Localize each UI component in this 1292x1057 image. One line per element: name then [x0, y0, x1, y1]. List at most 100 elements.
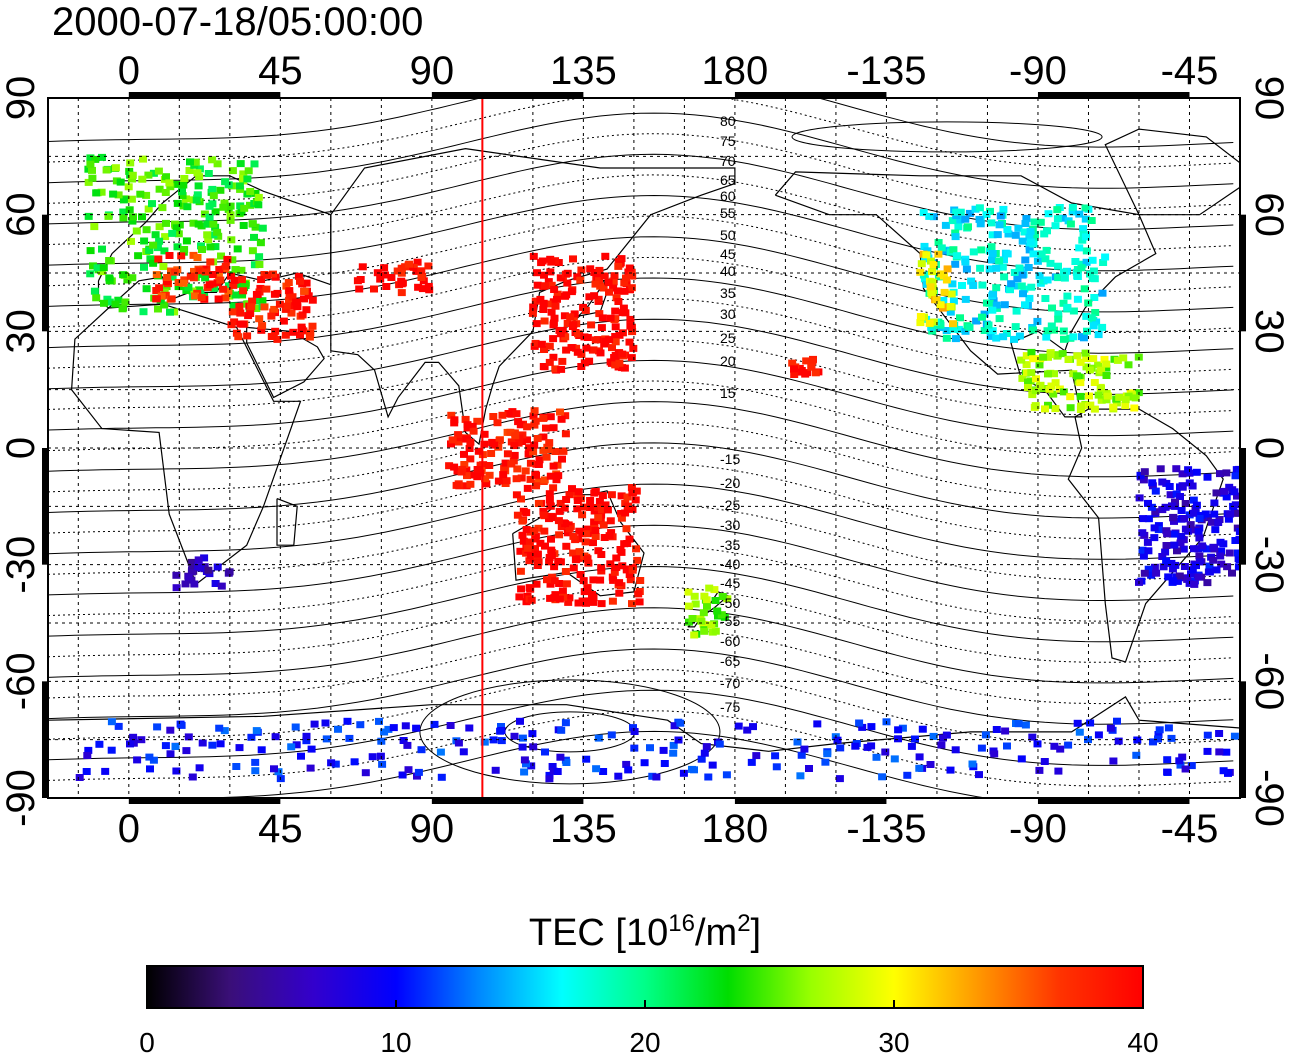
tec-cell: [574, 488, 583, 496]
tec-cell: [205, 202, 214, 210]
tec-cell: [583, 334, 592, 341]
tec-cell: [208, 185, 217, 193]
tec-cell: [533, 281, 542, 289]
tec-cell: [622, 566, 631, 574]
tec-cell: [136, 190, 145, 198]
tec-cell: [296, 331, 304, 339]
tec-cell: [258, 322, 267, 330]
tec-cell: [152, 287, 161, 294]
tec-cell: [1077, 264, 1086, 272]
tec-cell: [702, 743, 711, 751]
tec-cell: [718, 593, 727, 600]
coastline: [276, 498, 298, 546]
contour-label: -25: [720, 497, 740, 513]
tec-cell: [1216, 552, 1225, 560]
tec-cell: [1233, 492, 1240, 500]
tec-cell: [271, 733, 280, 741]
tec-cell: [413, 258, 422, 266]
tec-cell: [194, 563, 203, 571]
tec-cell: [591, 280, 600, 288]
tec-cell: [646, 744, 654, 752]
tec-cell: [520, 768, 529, 776]
tec-cell: [610, 568, 619, 576]
tec-cell: [1032, 375, 1040, 383]
tec-cell: [1234, 509, 1240, 517]
tec-cell: [1154, 731, 1163, 738]
tec-cell: [1164, 573, 1173, 581]
tec-cell: [995, 221, 1004, 229]
tec-cell: [446, 722, 455, 729]
tec-cell: [1022, 214, 1031, 222]
colorbar-tick-label: 30: [878, 1027, 909, 1057]
tec-cell: [1102, 360, 1111, 368]
tec-cell: [1041, 405, 1049, 413]
tec-cell: [951, 260, 960, 268]
tec-cell: [485, 471, 494, 479]
tec-cell: [1235, 556, 1240, 564]
tec-cell: [119, 271, 128, 279]
tec-cell: [858, 723, 867, 731]
tec-cell: [1024, 384, 1032, 391]
tec-cell: [466, 455, 475, 463]
tec-cell: [1212, 489, 1221, 497]
tec-cell: [1024, 378, 1032, 386]
tec-cell: [1094, 361, 1103, 369]
tec-cell: [1000, 273, 1009, 281]
tec-cell: [1216, 538, 1225, 546]
tec-cell: [1103, 392, 1112, 400]
tec-cell: [587, 321, 596, 329]
tec-cell: [942, 276, 951, 284]
tec-cell: [109, 190, 118, 198]
tec-cell: [327, 759, 336, 767]
tec-cell: [129, 213, 137, 221]
tec-cell: [1090, 379, 1099, 386]
tec-cell: [932, 296, 941, 304]
tec-cell: [1147, 571, 1156, 579]
tec-cell: [1044, 210, 1053, 218]
tec-cell: [213, 160, 222, 168]
tec-cell: [1042, 246, 1051, 254]
tec-cell: [530, 421, 539, 429]
tec-cell: [166, 308, 174, 316]
tec-cell: [250, 233, 258, 241]
tec-cell: [195, 764, 204, 772]
tec-cell: [1148, 479, 1157, 487]
tec-cell: [119, 214, 128, 222]
tec-cell: [567, 288, 576, 296]
tec-cell: [1094, 731, 1103, 739]
tec-cell: [1099, 259, 1108, 266]
tec-cell: [1102, 372, 1111, 379]
tec-cell: [1154, 735, 1162, 743]
tec-cell: [123, 276, 132, 284]
tec-cell: [86, 154, 95, 162]
tec-cell: [187, 568, 196, 576]
tec-cell: [506, 428, 515, 436]
tec-cell: [1078, 333, 1086, 341]
tec-cell: [1020, 228, 1029, 236]
tec-cell: [1075, 210, 1084, 218]
tec-cell: [1094, 391, 1103, 399]
tec-cell: [1033, 317, 1042, 325]
tec-cell: [516, 567, 525, 575]
tec-cell: [1217, 547, 1226, 555]
tec-cell: [534, 558, 543, 566]
tec-cell: [771, 752, 780, 760]
lon-tick-label-top: 0: [118, 49, 140, 93]
tec-cell: [610, 354, 619, 361]
tec-cell: [541, 542, 549, 550]
tec-cell: [596, 349, 605, 357]
tec-cell: [193, 191, 202, 199]
lon-tick-label-bottom: -90: [1009, 807, 1067, 851]
tec-cell: [1081, 349, 1090, 357]
tec-cell: [1180, 515, 1189, 523]
tec-cell: [1044, 401, 1052, 409]
tec-cell: [569, 255, 577, 263]
tec-cell: [144, 205, 153, 213]
tec-cell: [144, 171, 153, 179]
tec-cell: [700, 592, 709, 600]
tec-cell: [530, 441, 539, 449]
tec-cell: [239, 287, 248, 295]
tec-cell: [273, 335, 282, 343]
tec-cell: [594, 734, 603, 742]
tec-cell: [1086, 719, 1095, 727]
